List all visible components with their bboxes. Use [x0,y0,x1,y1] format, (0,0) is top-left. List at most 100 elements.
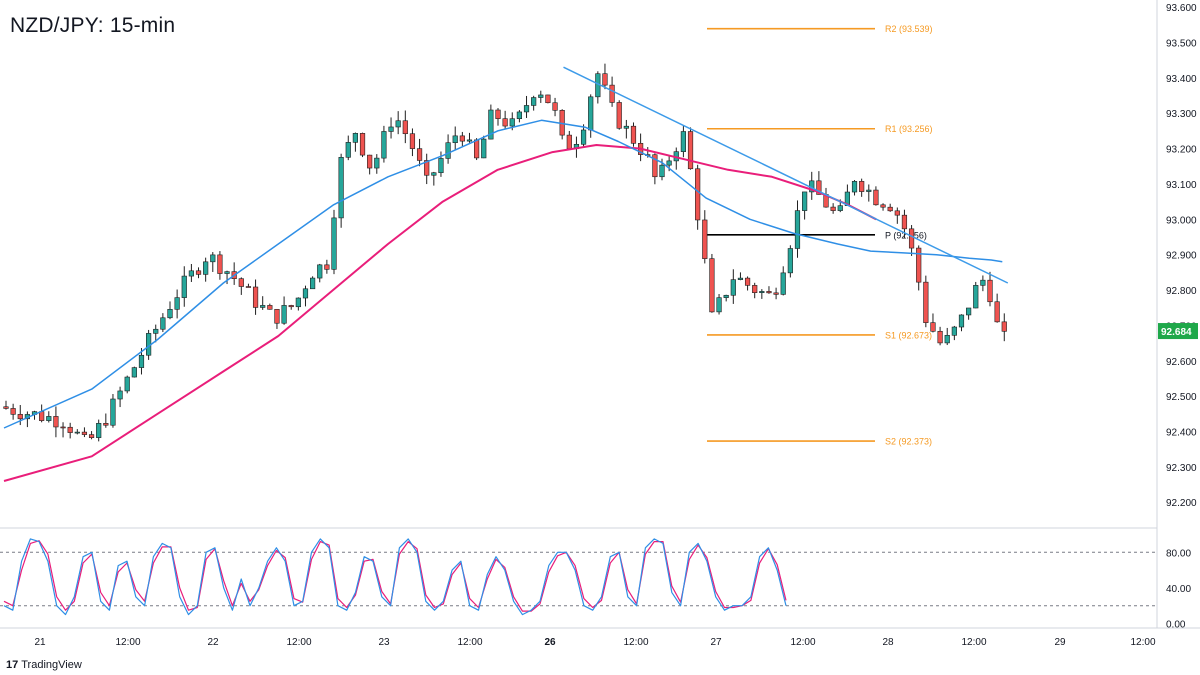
candle-body [245,286,252,288]
stoch-y-tick-label: 40.00 [1166,584,1191,595]
x-tick-label: 12:00 [286,637,311,648]
candle-body [174,297,180,310]
y-tick-label: 93.300 [1166,109,1197,120]
candle-body [195,270,202,275]
candle-body [181,275,187,298]
candle-body [851,181,858,193]
candle-body [531,97,537,106]
x-tick-label: 12:00 [961,637,986,648]
candle-body [274,308,280,324]
candle-body [438,158,444,174]
stoch-y-tick-label: 80.00 [1166,548,1191,559]
candle-body [966,307,972,316]
candle-body [923,281,929,323]
candle-body [381,131,387,159]
x-tick-label: 12:00 [457,637,482,648]
candle-body [367,154,373,169]
candle-body [374,157,380,169]
candle-body [416,148,423,161]
candle-body [488,109,494,140]
candle-body [566,134,572,150]
candle-body [481,138,487,159]
candle-body [402,120,408,135]
y-tick-label: 92.500 [1166,392,1197,403]
candle-body [773,292,779,295]
candle-body [787,248,793,274]
candle-body [210,254,216,263]
y-tick-label: 93.200 [1166,145,1197,156]
candle-body [837,205,843,211]
candle-body [616,102,622,129]
candle-body [630,125,637,144]
candle-body [167,309,173,319]
stoch-k-line [3,538,787,616]
x-tick-label: 12:00 [623,637,648,648]
candle-body [901,214,908,230]
candle-body [238,278,244,287]
candle-body [908,228,915,249]
y-tick-label: 93.100 [1166,180,1197,191]
candle-body [666,160,672,166]
candle-body [431,172,437,176]
candle-body [759,291,765,293]
candle-body [310,277,316,290]
x-tick-label: 21 [34,637,46,648]
candle-body [609,84,615,103]
candle-body [452,135,458,144]
candle-body [60,426,66,429]
candle-body [46,416,52,421]
candle-body [623,125,629,129]
candle-body [980,279,986,286]
candle-body [345,142,351,158]
x-tick-label: 12:00 [115,637,140,648]
candle-body [424,160,430,176]
candle-body [887,206,893,212]
candle-body [388,126,394,132]
pivot-label: P (92.956) [885,230,927,240]
x-tick-label: 22 [207,637,219,648]
candle-body [652,154,658,178]
candle-body [81,431,88,435]
candle-body [880,204,886,208]
candle-body [916,247,922,283]
candle-body [267,305,273,310]
stoch-y-tick-label: 0.00 [1166,620,1186,631]
x-tick-label: 29 [1054,637,1066,648]
candle-body [1001,321,1007,332]
candle-body [445,142,451,159]
candle-body [580,129,587,145]
candle-body [74,431,80,434]
pivot-label: R2 (93.539) [885,24,933,34]
candle-body [523,105,530,113]
candle-body [338,156,344,219]
y-tick-label: 92.600 [1166,357,1197,368]
candle-body [88,434,95,438]
candle-body [53,416,59,428]
candle-body [224,271,230,274]
y-tick-label: 92.400 [1166,428,1197,439]
y-tick-label: 92.900 [1166,251,1197,262]
candle-body [987,279,993,303]
candle-body [973,285,979,309]
candle-body [217,254,223,274]
candle-body [295,297,301,308]
candle-body [331,217,337,270]
candle-body [459,135,465,142]
candle-body [502,118,508,127]
candle-body [830,206,836,211]
candle-body [131,367,137,378]
y-tick-label: 93.000 [1166,215,1197,226]
candle-body [103,423,109,426]
sma-100-line [3,119,1003,429]
candle-body [466,139,473,142]
candle-body [281,305,287,324]
y-tick-label: 92.300 [1166,463,1197,474]
candle-body [552,102,558,111]
candle-body [894,210,900,216]
candle-body [203,261,209,275]
candle-body [695,168,701,221]
candle-body [474,139,480,159]
candle-body [352,133,358,143]
x-tick-label: 23 [378,637,390,648]
